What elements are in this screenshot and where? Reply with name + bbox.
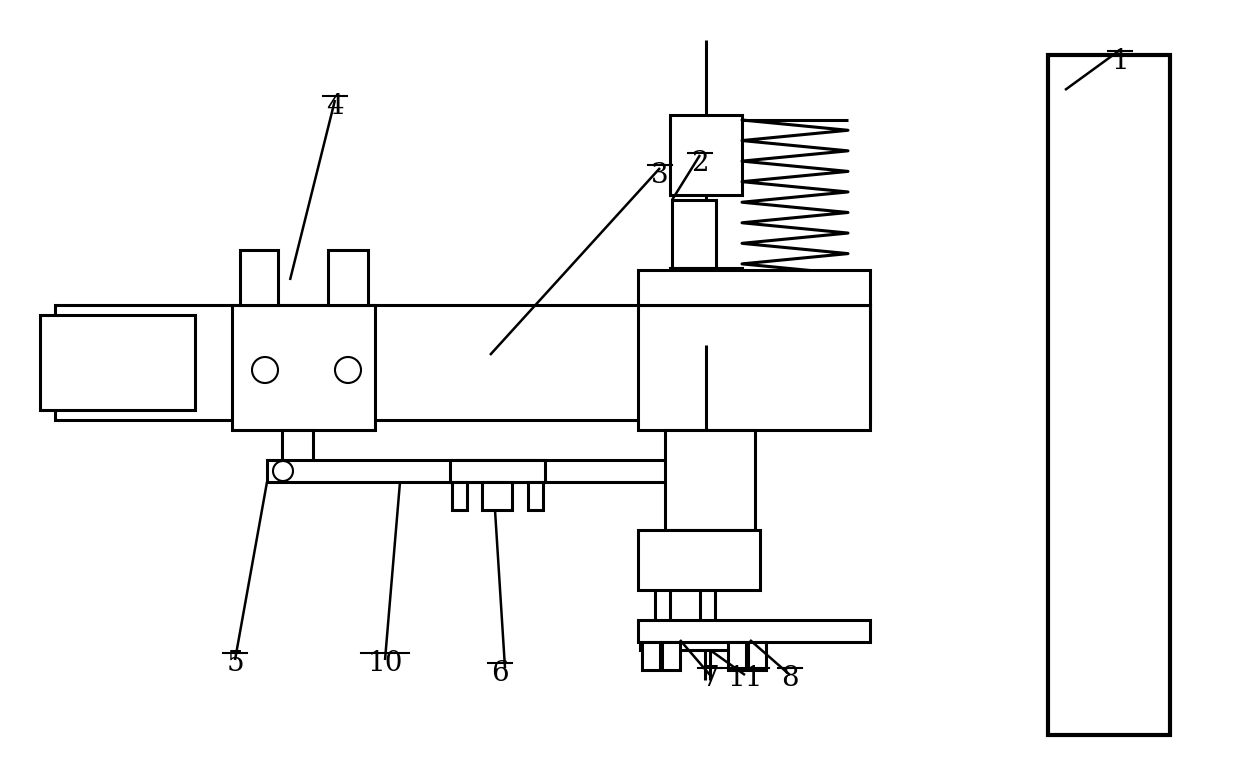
Text: 4: 4 xyxy=(326,93,343,120)
Bar xyxy=(1048,55,1171,735)
Bar xyxy=(639,620,870,642)
Text: 7: 7 xyxy=(701,665,719,692)
Text: 1: 1 xyxy=(1111,48,1128,75)
Bar xyxy=(639,305,870,430)
Text: 11: 11 xyxy=(727,665,763,692)
Bar xyxy=(662,642,680,670)
Text: 8: 8 xyxy=(781,665,799,692)
Bar xyxy=(665,430,755,530)
Bar xyxy=(40,315,195,410)
Bar xyxy=(450,460,546,482)
Text: 3: 3 xyxy=(651,162,668,189)
Bar xyxy=(232,305,374,430)
Bar xyxy=(672,200,715,268)
Bar xyxy=(482,482,512,510)
Bar xyxy=(329,250,368,305)
Text: 6: 6 xyxy=(491,660,508,687)
Bar xyxy=(748,642,766,670)
Bar xyxy=(670,115,742,195)
Bar xyxy=(640,635,760,650)
Bar xyxy=(728,642,746,670)
Bar xyxy=(670,268,742,305)
Bar xyxy=(639,270,870,305)
Text: 2: 2 xyxy=(691,150,709,177)
Bar xyxy=(642,642,660,670)
Bar xyxy=(453,482,467,510)
Bar xyxy=(267,460,672,482)
Bar xyxy=(528,482,543,510)
Bar xyxy=(639,530,760,590)
Bar xyxy=(281,430,312,480)
Bar xyxy=(55,305,870,420)
Bar xyxy=(241,250,278,305)
Text: 5: 5 xyxy=(226,650,244,677)
Text: 10: 10 xyxy=(367,650,403,677)
